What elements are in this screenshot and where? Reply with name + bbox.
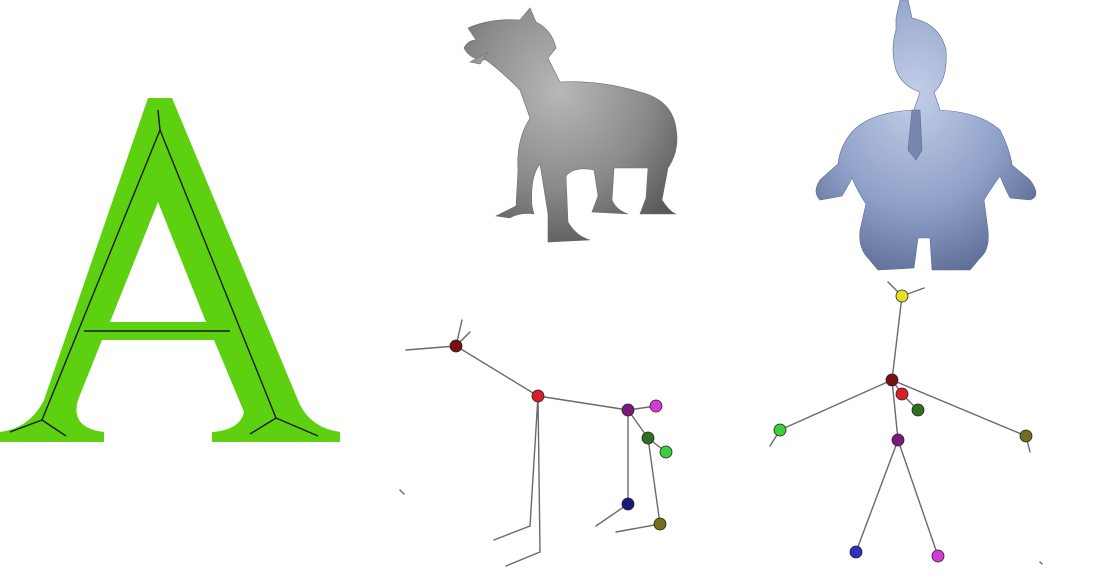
dog-joint-knee-2 bbox=[659, 445, 673, 459]
dog-joint-head bbox=[449, 339, 463, 353]
dog-joint-foot-2 bbox=[653, 517, 667, 531]
humanoid-joint-left-hand bbox=[773, 423, 787, 437]
humanoid-joint-belly bbox=[911, 403, 925, 417]
humanoid-joint-left-foot bbox=[849, 545, 863, 559]
humanoid-skeleton bbox=[769, 281, 1043, 565]
dog-joint-hip bbox=[621, 403, 635, 417]
letter-a-panel bbox=[0, 98, 340, 442]
humanoid-model bbox=[815, 0, 1037, 271]
humanoid-joint-right-foot bbox=[931, 549, 945, 563]
dog-skeleton bbox=[399, 319, 673, 567]
dog-joint-shoulder bbox=[531, 389, 545, 403]
humanoid-joint-head bbox=[895, 289, 909, 303]
humanoid-joint-neck bbox=[885, 373, 899, 387]
humanoid-joint-pelvis bbox=[891, 433, 905, 447]
letter-a-medial-axis bbox=[9, 109, 319, 437]
humanoid-joint-chest bbox=[895, 387, 909, 401]
dog-joint-tail bbox=[649, 399, 663, 413]
humanoid-joint-right-hand bbox=[1019, 429, 1033, 443]
dog-joint-knee bbox=[641, 431, 655, 445]
dog-model bbox=[463, 7, 678, 243]
letter-a-glyph bbox=[0, 98, 340, 442]
dog-joint-foot bbox=[621, 497, 635, 511]
